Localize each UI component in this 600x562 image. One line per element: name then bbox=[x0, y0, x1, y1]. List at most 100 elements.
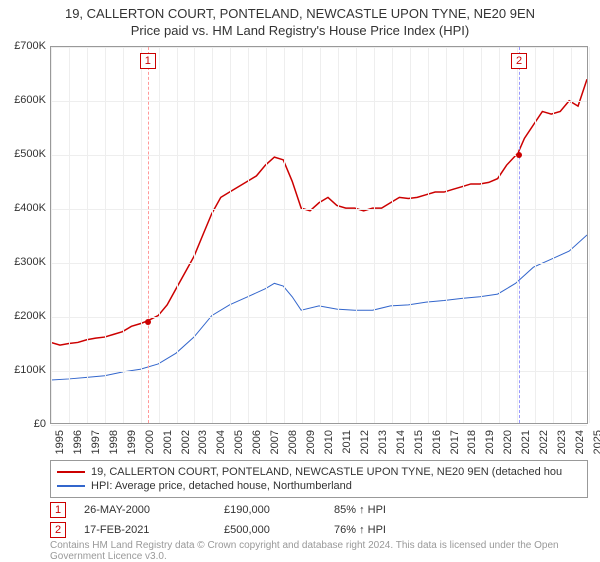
gridline-horizontal bbox=[51, 317, 587, 318]
x-tick-label: 2009 bbox=[305, 430, 317, 454]
x-tick-label: 2002 bbox=[180, 430, 192, 454]
y-tick-label: £400K bbox=[14, 202, 46, 214]
x-tick-label: 2017 bbox=[449, 430, 461, 454]
event-id-box: 2 bbox=[50, 522, 66, 538]
gridline-vertical bbox=[481, 47, 482, 423]
x-tick-label: 1996 bbox=[72, 430, 84, 454]
event-price: £190,000 bbox=[224, 504, 334, 516]
plot-area: 12 bbox=[50, 46, 588, 424]
gridline-horizontal bbox=[51, 209, 587, 210]
event-marker-dot bbox=[145, 319, 151, 325]
x-tick-label: 2005 bbox=[233, 430, 245, 454]
y-axis: £0£100K£200K£300K£400K£500K£600K£700K bbox=[0, 46, 48, 424]
gridline-vertical bbox=[374, 47, 375, 423]
x-tick-label: 2021 bbox=[520, 430, 532, 454]
x-tick-label: 2012 bbox=[359, 430, 371, 454]
x-tick-label: 2007 bbox=[269, 430, 281, 454]
event-id-box: 1 bbox=[50, 502, 66, 518]
x-tick-label: 2019 bbox=[484, 430, 496, 454]
gridline-horizontal bbox=[51, 263, 587, 264]
gridline-vertical bbox=[212, 47, 213, 423]
gridline-vertical bbox=[463, 47, 464, 423]
x-tick-label: 2004 bbox=[215, 430, 227, 454]
x-tick-label: 1999 bbox=[126, 430, 138, 454]
y-tick-label: £700K bbox=[14, 40, 46, 52]
event-price: £500,000 bbox=[224, 524, 334, 536]
x-tick-label: 2024 bbox=[574, 430, 586, 454]
y-tick-label: £0 bbox=[34, 418, 46, 430]
gridline-vertical bbox=[446, 47, 447, 423]
event-table: 126-MAY-2000£190,00085% ↑ HPI217-FEB-202… bbox=[50, 500, 588, 540]
gridline-vertical bbox=[177, 47, 178, 423]
legend: 19, CALLERTON COURT, PONTELAND, NEWCASTL… bbox=[50, 460, 588, 498]
x-tick-label: 2023 bbox=[556, 430, 568, 454]
gridline-vertical bbox=[410, 47, 411, 423]
footer-attribution: Contains HM Land Registry data © Crown c… bbox=[50, 540, 588, 562]
legend-swatch bbox=[57, 485, 85, 487]
event-marker-dot bbox=[516, 152, 522, 158]
gridline-horizontal bbox=[51, 371, 587, 372]
legend-swatch bbox=[57, 471, 85, 473]
series-line-hpi bbox=[51, 235, 587, 380]
gridline-vertical bbox=[266, 47, 267, 423]
x-tick-label: 2010 bbox=[323, 430, 335, 454]
x-tick-label: 2003 bbox=[197, 430, 209, 454]
y-tick-label: £600K bbox=[14, 94, 46, 106]
x-tick-label: 2013 bbox=[377, 430, 389, 454]
legend-label: HPI: Average price, detached house, Nort… bbox=[91, 480, 352, 492]
gridline-horizontal bbox=[51, 47, 587, 48]
x-tick-label: 1998 bbox=[108, 430, 120, 454]
gridline-vertical bbox=[194, 47, 195, 423]
y-tick-label: £100K bbox=[14, 364, 46, 376]
legend-item: 19, CALLERTON COURT, PONTELAND, NEWCASTL… bbox=[57, 465, 581, 479]
gridline-vertical bbox=[428, 47, 429, 423]
gridline-vertical bbox=[589, 47, 590, 423]
gridline-vertical bbox=[338, 47, 339, 423]
legend-label: 19, CALLERTON COURT, PONTELAND, NEWCASTL… bbox=[91, 466, 562, 478]
gridline-vertical bbox=[248, 47, 249, 423]
line-series-svg bbox=[51, 47, 587, 423]
x-tick-label: 2015 bbox=[413, 430, 425, 454]
event-pct: 76% ↑ HPI bbox=[334, 524, 386, 536]
gridline-horizontal bbox=[51, 155, 587, 156]
x-tick-label: 2014 bbox=[395, 430, 407, 454]
y-tick-label: £300K bbox=[14, 256, 46, 268]
title-line-1: 19, CALLERTON COURT, PONTELAND, NEWCASTL… bbox=[0, 6, 600, 21]
legend-item: HPI: Average price, detached house, Nort… bbox=[57, 479, 581, 493]
gridline-vertical bbox=[141, 47, 142, 423]
x-tick-label: 2018 bbox=[466, 430, 478, 454]
title-line-2: Price paid vs. HM Land Registry's House … bbox=[0, 23, 600, 38]
y-tick-label: £500K bbox=[14, 148, 46, 160]
gridline-vertical bbox=[553, 47, 554, 423]
gridline-vertical bbox=[284, 47, 285, 423]
gridline-vertical bbox=[392, 47, 393, 423]
x-tick-label: 2022 bbox=[538, 430, 550, 454]
gridline-vertical bbox=[105, 47, 106, 423]
gridline-vertical bbox=[535, 47, 536, 423]
x-tick-label: 2016 bbox=[431, 430, 443, 454]
event-date: 17-FEB-2021 bbox=[84, 524, 224, 536]
gridline-vertical bbox=[69, 47, 70, 423]
chart-title-block: 19, CALLERTON COURT, PONTELAND, NEWCASTL… bbox=[0, 0, 600, 42]
gridline-vertical bbox=[123, 47, 124, 423]
event-marker-box: 1 bbox=[140, 53, 156, 69]
event-marker-box: 2 bbox=[511, 53, 527, 69]
event-marker-line bbox=[519, 47, 520, 423]
gridline-vertical bbox=[320, 47, 321, 423]
x-tick-label: 2025 bbox=[592, 430, 600, 454]
x-tick-label: 1995 bbox=[54, 430, 66, 454]
event-row: 2 17-FEB-2021£500,00076% ↑ HPI bbox=[50, 520, 588, 540]
x-tick-label: 2020 bbox=[502, 430, 514, 454]
x-tick-label: 2011 bbox=[341, 430, 353, 454]
gridline-vertical bbox=[499, 47, 500, 423]
x-axis: 1995 1996 1997 1998 1999 2000 2001 2002 2003 2004… bbox=[50, 426, 588, 460]
x-tick-label: 2006 bbox=[251, 430, 263, 454]
x-tick-label: 2001 bbox=[162, 430, 174, 454]
event-row: 126-MAY-2000£190,00085% ↑ HPI bbox=[50, 500, 588, 520]
x-tick-label: 2000 bbox=[144, 430, 156, 454]
gridline-horizontal bbox=[51, 101, 587, 102]
event-marker-line bbox=[148, 47, 149, 423]
event-date: 26-MAY-2000 bbox=[84, 504, 224, 516]
x-tick-label: 1997 bbox=[90, 430, 102, 454]
gridline-vertical bbox=[230, 47, 231, 423]
